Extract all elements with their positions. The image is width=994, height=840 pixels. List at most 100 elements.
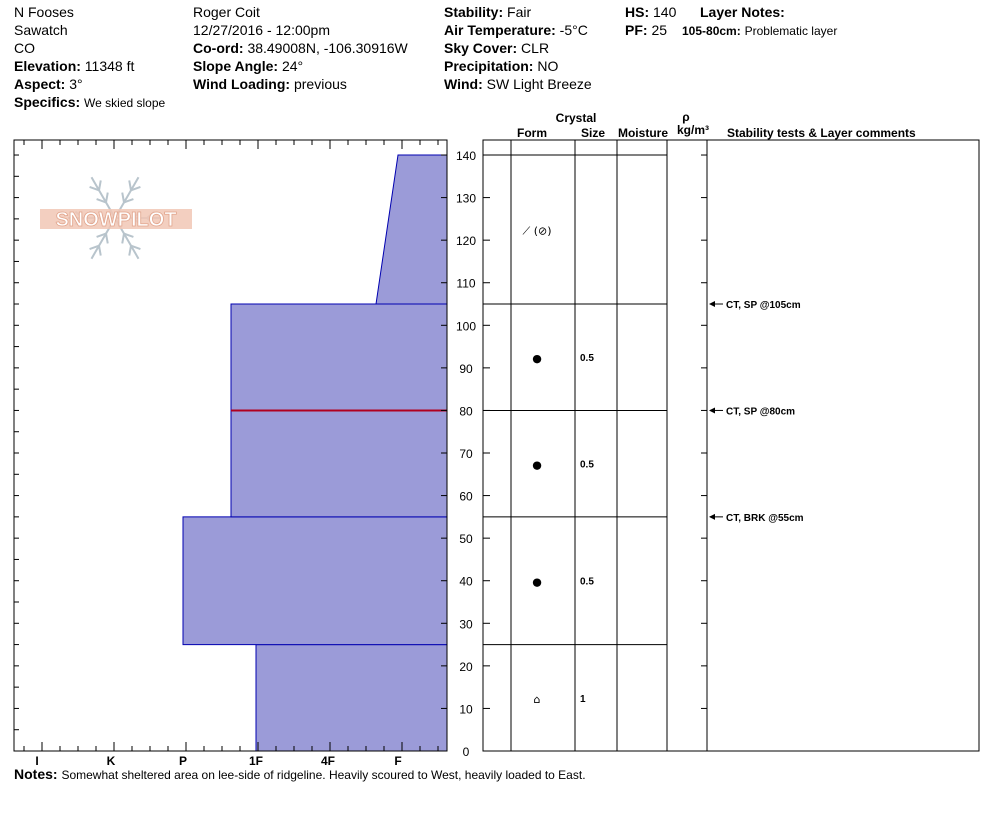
moisture-header: Moisture <box>618 126 668 140</box>
hardness-label: P <box>179 754 187 768</box>
stability-test-label: CT, SP @105cm <box>726 300 801 311</box>
precipitation: Precipitation: NO <box>444 57 558 75</box>
mountain-range: Sawatch <box>14 22 68 38</box>
observer-name: Roger Coit <box>193 4 260 20</box>
sky-cover: Sky Cover: CLR <box>444 39 549 57</box>
depth-label: 130 <box>456 192 476 206</box>
depth-label: 110 <box>456 277 475 291</box>
wind-loading-label: Wind Loading: <box>193 76 291 92</box>
stability-value: Fair <box>507 4 532 20</box>
logo-band <box>40 209 192 229</box>
notes: Notes: Somewhat sheltered area on lee-si… <box>14 765 586 784</box>
size-header: Size <box>581 126 605 140</box>
depth-label: 30 <box>459 617 473 631</box>
hardness-label: I <box>35 754 38 768</box>
notes-text: Somewhat sheltered area on lee-side of r… <box>61 768 586 782</box>
snowflake-branch <box>98 180 102 191</box>
stability-test-label: CT, BRK @55cm <box>726 513 804 524</box>
snowflake-branch <box>89 244 100 251</box>
layer-note: 105-80cm: Problematic layer <box>682 21 837 40</box>
hardness-layer <box>255 644 448 752</box>
elevation: Elevation: 11348 ft <box>14 57 134 75</box>
depth-label: 120 <box>456 234 476 248</box>
grain-form-symbol: ● <box>532 459 542 472</box>
depth-label: 50 <box>459 532 473 546</box>
pf-label: PF: <box>625 22 648 38</box>
test-arrow-head <box>709 513 715 520</box>
hs-label: HS: <box>625 4 650 20</box>
stability-test-label: CT, SP @80cm <box>726 406 795 417</box>
elevation-label: Elevation: <box>14 58 81 74</box>
hardness-label: 1F <box>249 754 263 768</box>
notes-label: Notes: <box>14 766 58 782</box>
hardness-label: F <box>394 754 401 768</box>
depth-label: 80 <box>459 404 473 418</box>
wind-value: SW Light Breeze <box>486 76 592 92</box>
layer-notes-label: Layer Notes: <box>700 4 785 20</box>
slope-label: Slope Angle: <box>193 58 279 74</box>
snow-height: HS: 140 <box>625 3 676 21</box>
wind-loading-value: previous <box>293 76 347 92</box>
slope-angle: Slope Angle: 24° <box>193 57 303 75</box>
grain-size: 0.5 <box>580 353 594 364</box>
grain-form-symbol: ⟋ (⊘) <box>523 225 552 238</box>
hardness-label: K <box>107 754 116 768</box>
air-temp-value: -5°C <box>559 22 588 38</box>
air-temperature: Air Temperature: -5°C <box>444 21 588 39</box>
depth-label: 20 <box>459 660 473 674</box>
snowflake-branch <box>130 244 141 251</box>
coord-label: Co-ord: <box>193 40 244 56</box>
snowflake-branch <box>105 192 109 203</box>
layer-note-range: 105-80cm: <box>682 24 741 38</box>
test-arrow-head <box>709 301 715 308</box>
hardness-frame <box>13 139 448 752</box>
wind-label: Wind: <box>444 76 483 92</box>
precip-value: NO <box>537 58 559 74</box>
specifics-label: Specifics: <box>14 94 81 110</box>
snowflake-branch <box>98 245 102 256</box>
coordinates: Co-ord: 38.49008N, -106.30916W <box>193 39 408 57</box>
hs-value: 140 <box>653 4 677 20</box>
depth-label: 140 <box>456 149 476 163</box>
snowflake-branch <box>130 185 141 192</box>
aspect-value: 3° <box>69 76 83 92</box>
snowflake-branch <box>96 198 107 204</box>
pf-value: 25 <box>651 22 668 38</box>
depth-label: 10 <box>459 702 473 716</box>
density-header: kg/m³ <box>677 123 709 137</box>
slope-value: 24° <box>281 58 304 74</box>
depth-label: 0 <box>463 745 470 759</box>
snowflake-branch <box>89 185 100 192</box>
grain-form-symbol: ● <box>532 576 542 589</box>
depth-label: 40 <box>459 575 473 589</box>
snowflake-branch <box>96 232 107 238</box>
observation-datetime: 12/27/2016 - 12:00pm <box>193 22 330 38</box>
layer-table-frame <box>482 139 980 752</box>
sky-value: CLR <box>521 40 550 56</box>
hardness-layer <box>375 154 448 305</box>
grain-size: 0.5 <box>580 577 594 588</box>
wind-loading: Wind Loading: previous <box>193 75 347 93</box>
depth-label: 60 <box>459 490 473 504</box>
snowflake-branch <box>121 192 125 203</box>
depth-label: 100 <box>456 319 476 333</box>
sky-label: Sky Cover: <box>444 40 518 56</box>
wind: Wind: SW Light Breeze <box>444 75 592 93</box>
elevation-value: 11348 ft <box>84 58 135 74</box>
layer-note-text: Problematic layer <box>744 24 838 38</box>
penetration-foot: PF: 25 <box>625 21 667 39</box>
stability-label: Stability: <box>444 4 504 20</box>
specifics-value: We skied slope <box>84 96 166 110</box>
form-header: Form <box>517 126 547 140</box>
precip-label: Precipitation: <box>444 58 534 74</box>
hardness-label: 4F <box>321 754 335 768</box>
snowflake-branch <box>128 245 132 256</box>
grain-form-symbol: ⌂ <box>534 693 541 706</box>
test-arrow-head <box>709 407 715 414</box>
rho-header: ρ <box>682 110 689 124</box>
air-temp-label: Air Temperature: <box>444 22 556 38</box>
depth-label: 90 <box>459 362 473 376</box>
snowflake-branch <box>105 233 109 244</box>
depth-label: 70 <box>459 447 473 461</box>
specifics: Specifics: We skied slope <box>14 93 165 112</box>
